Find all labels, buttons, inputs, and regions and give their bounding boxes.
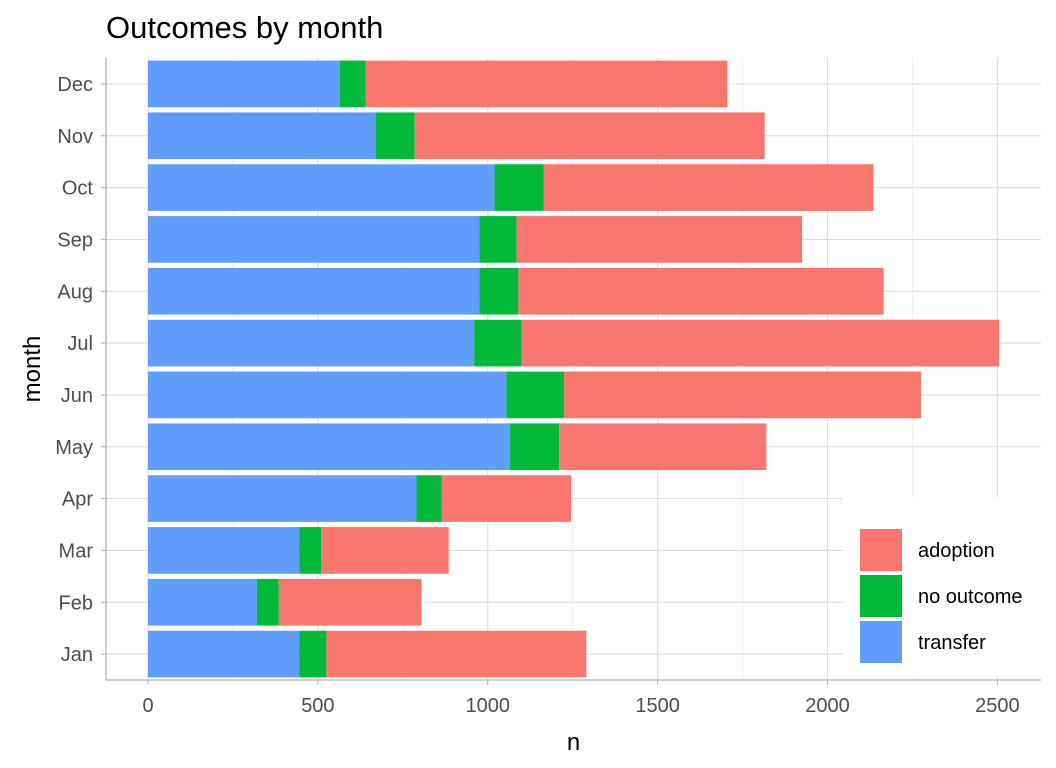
chart-title: Outcomes by month xyxy=(106,10,384,45)
legend-layer: adoption no outcome transfer xyxy=(843,497,1041,677)
bar-adoption-sep xyxy=(516,216,803,263)
legend-key-no-outcome xyxy=(860,575,902,617)
bar-adoption-jun xyxy=(564,371,921,419)
bar-adoption-may xyxy=(559,423,767,471)
bar-transfer-jun xyxy=(148,371,507,419)
y-tick-label: Apr xyxy=(62,489,93,511)
bar-adoption-nov xyxy=(414,112,765,160)
bar-transfer-jan xyxy=(148,630,300,678)
y-tick-label: Dec xyxy=(57,74,93,96)
legend-label-adoption: adoption xyxy=(918,540,995,562)
y-axis-title: month xyxy=(19,336,46,403)
bar-no-outcome-sep xyxy=(479,216,517,263)
bar-no-outcome-nov xyxy=(375,112,415,160)
bar-transfer-feb xyxy=(148,578,257,626)
y-tick-label: Jan xyxy=(61,644,93,666)
y-tick-label: Jun xyxy=(61,385,93,407)
y-tick-label: Sep xyxy=(57,229,93,251)
bar-transfer-nov xyxy=(148,112,376,160)
y-tick-label: Oct xyxy=(62,178,94,200)
legend-label-no-outcome: no outcome xyxy=(918,586,1023,608)
legend-key-adoption xyxy=(860,529,902,571)
bar-no-outcome-feb xyxy=(256,578,279,626)
bar-no-outcome-oct xyxy=(494,164,544,211)
y-tick-label: Jul xyxy=(67,333,93,355)
bar-no-outcome-aug xyxy=(479,267,519,315)
bar-transfer-apr xyxy=(148,475,417,522)
bar-adoption-dec xyxy=(365,60,728,108)
bars-layer xyxy=(148,60,1000,678)
bar-transfer-mar xyxy=(148,527,300,574)
bar-no-outcome-jun xyxy=(506,371,565,419)
y-tick-label: Mar xyxy=(59,540,94,562)
bar-adoption-apr xyxy=(441,475,572,522)
y-tick-label: Feb xyxy=(59,592,93,614)
x-tick-label: 2000 xyxy=(805,695,850,717)
x-tick-label: 1000 xyxy=(466,695,511,717)
bar-adoption-aug xyxy=(518,267,884,315)
bar-adoption-jan xyxy=(326,630,587,678)
y-tick-label: May xyxy=(55,437,93,459)
bar-adoption-oct xyxy=(543,164,874,211)
y-tick-label: Aug xyxy=(57,281,93,303)
bar-adoption-mar xyxy=(321,527,449,574)
bar-transfer-sep xyxy=(148,216,480,263)
x-tick-label: 500 xyxy=(301,695,334,717)
bar-no-outcome-jul xyxy=(474,319,522,367)
bar-no-outcome-jan xyxy=(299,630,327,678)
x-tick-label: 2500 xyxy=(975,695,1020,717)
x-tick-label: 1500 xyxy=(635,695,680,717)
bar-transfer-dec xyxy=(148,60,340,108)
bar-transfer-aug xyxy=(148,267,480,315)
bar-no-outcome-apr xyxy=(416,475,442,522)
bar-adoption-jul xyxy=(521,319,1000,367)
bar-no-outcome-mar xyxy=(299,527,322,574)
bar-adoption-feb xyxy=(278,578,422,626)
bar-transfer-jul xyxy=(148,319,475,367)
bar-transfer-may xyxy=(148,423,510,471)
axes-layer: 0 500 1000 1500 2000 2500 Jan Feb Mar Apr May Jun Ju… xyxy=(19,58,1041,756)
y-tick-label: Nov xyxy=(57,126,93,148)
legend-key-transfer xyxy=(860,621,902,663)
x-tick-label: 0 xyxy=(142,695,153,717)
bar-no-outcome-dec xyxy=(339,60,366,108)
bar-no-outcome-may xyxy=(509,423,560,471)
legend-label-transfer: transfer xyxy=(918,632,986,654)
bar-transfer-oct xyxy=(148,164,495,211)
x-axis-title: n xyxy=(567,729,580,756)
